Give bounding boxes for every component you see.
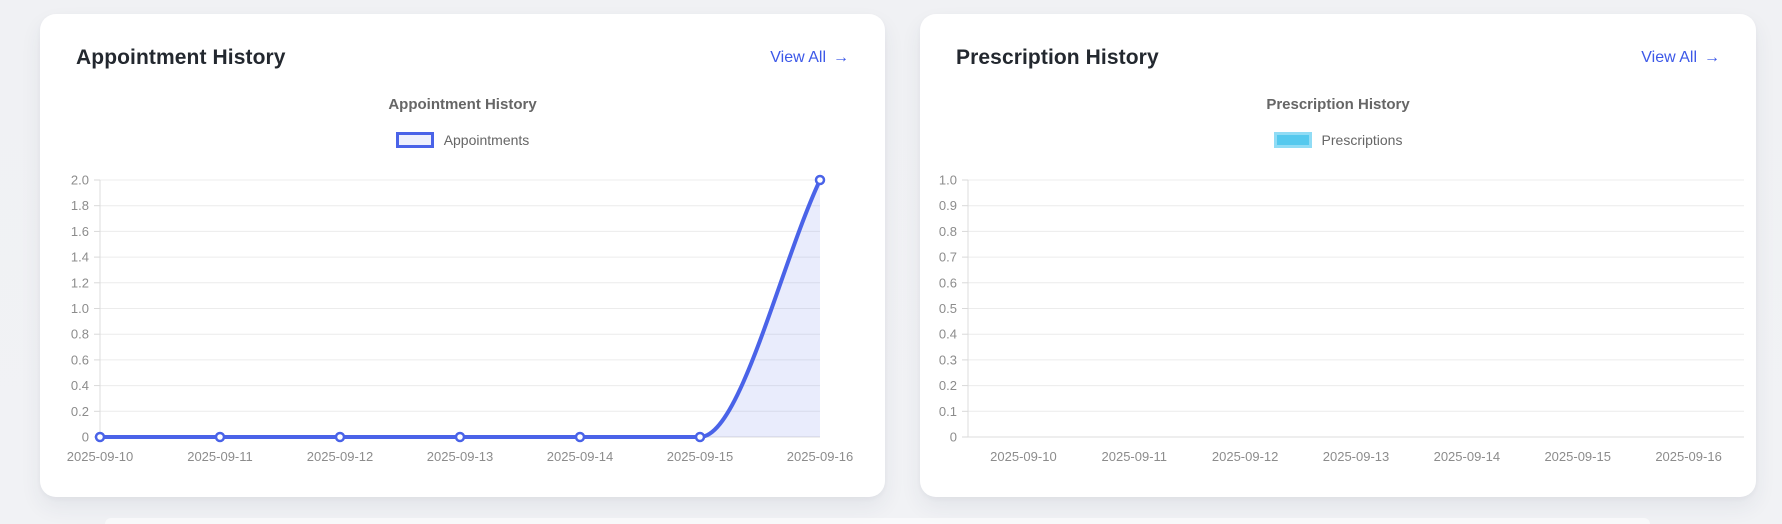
y-tick-label: 2.0: [71, 173, 89, 188]
y-tick-label: 0: [950, 430, 957, 445]
view-all-label: View All: [1641, 49, 1697, 66]
x-tick-label: 2025-09-16: [787, 449, 854, 464]
arrow-right-icon: →: [833, 49, 849, 66]
card-title: Prescription History: [956, 46, 1159, 69]
x-tick-label: 2025-09-12: [1212, 449, 1279, 464]
y-tick-label: 0.4: [71, 378, 89, 393]
view-all-link[interactable]: View All →: [1641, 49, 1720, 67]
card-header: Appointment History View All →: [76, 46, 849, 70]
x-tick-label: 2025-09-14: [547, 449, 614, 464]
data-point: [334, 431, 346, 443]
appointment-chart-canvas: 0 0.2 0.4 0.6 0.8 1.0 1.2 1.4 1.6 1.8 2.0 2025-09-1…: [67, 173, 854, 465]
y-tick-label: 1.0: [939, 173, 957, 188]
data-point: [814, 174, 826, 186]
prescription-chart-canvas: 0 0.1 0.2 0.3 0.4 0.5 0.6 0.7 0.8 0.9 1.0 2025-09-1…: [939, 173, 1744, 464]
x-tick-label: 2025-09-10: [67, 449, 134, 464]
data-point: [694, 431, 706, 443]
y-tick-label: 0.5: [939, 301, 957, 316]
data-point: [214, 431, 226, 443]
view-all-link[interactable]: View All →: [770, 49, 849, 67]
legend-swatch: [1273, 132, 1312, 148]
y-tick-label: 0.2: [939, 378, 957, 393]
y-tick-label: 0.1: [939, 404, 957, 419]
y-tick-label: 0.7: [939, 250, 957, 265]
y-tick-label: 0.4: [939, 327, 957, 342]
chart-title: Appointment History: [388, 96, 537, 113]
prescription-history-card: Prescription History View All → Prescrip…: [920, 14, 1756, 497]
y-tick-label: 0.6: [939, 275, 957, 290]
y-tick-label: 0.3: [939, 352, 957, 367]
next-card-top-edge: [105, 518, 1650, 524]
card-title: Appointment History: [76, 46, 286, 69]
chart-legend: Prescriptions: [920, 132, 1756, 148]
line-area-fill: [100, 180, 820, 437]
data-point: [574, 431, 586, 443]
x-tick-label: 2025-09-15: [667, 449, 734, 464]
arrow-right-icon: →: [1704, 49, 1720, 66]
x-tick-label: 2025-09-16: [1655, 449, 1722, 464]
y-tick-label: 0.6: [71, 352, 89, 367]
y-tick-label: 0.8: [71, 327, 89, 342]
data-point: [94, 431, 106, 443]
y-tick-label: 1.8: [71, 198, 89, 213]
y-tick-label: 1.4: [71, 250, 89, 265]
data-point: [454, 431, 466, 443]
appointment-history-card: Appointment History View All → Appointme…: [40, 14, 885, 497]
y-tick-label: 1.2: [71, 275, 89, 290]
view-all-label: View All: [770, 49, 826, 66]
x-tick-label: 2025-09-12: [307, 449, 374, 464]
legend-item[interactable]: Prescriptions: [1273, 132, 1403, 148]
legend-item[interactable]: Appointments: [395, 132, 530, 148]
y-tick-label: 0.8: [939, 224, 957, 239]
legend-swatch: [395, 132, 434, 148]
card-header: Prescription History View All →: [956, 46, 1720, 70]
y-tick-label: 0.9: [939, 198, 957, 213]
x-tick-label: 2025-09-11: [187, 449, 253, 464]
x-tick-label: 2025-09-13: [1323, 449, 1390, 464]
x-tick-label: 2025-09-14: [1434, 449, 1501, 464]
y-tick-label: 0.2: [71, 404, 89, 419]
x-tick-label: 2025-09-10: [990, 449, 1057, 464]
x-tick-label: 2025-09-15: [1544, 449, 1611, 464]
x-tick-label: 2025-09-11: [1102, 449, 1168, 464]
legend-label: Prescriptions: [1321, 132, 1403, 148]
chart-legend: Appointments: [40, 132, 885, 148]
legend-label: Appointments: [443, 132, 530, 148]
chart-title: Prescription History: [1266, 96, 1410, 113]
y-tick-label: 1.0: [71, 301, 89, 316]
x-tick-label: 2025-09-13: [427, 449, 494, 464]
y-tick-label: 1.6: [71, 224, 89, 239]
y-tick-label: 0: [82, 430, 89, 445]
